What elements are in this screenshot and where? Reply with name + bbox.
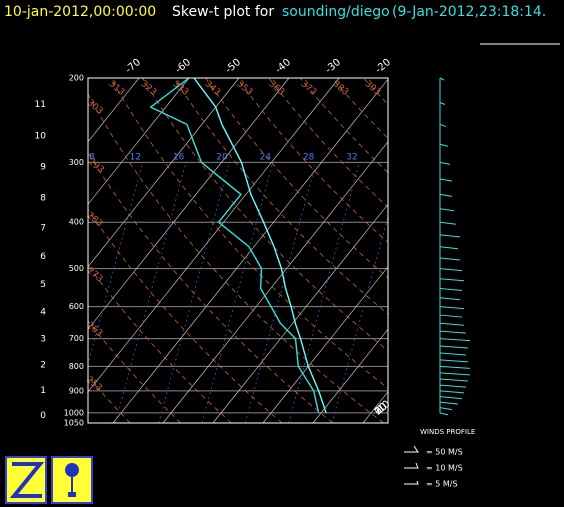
legend-entry: = 10 M/S (426, 464, 463, 473)
wind-barb (439, 390, 465, 394)
pressure-label: 700 (69, 334, 84, 343)
wind-barb (439, 102, 446, 105)
wind-barb (439, 143, 449, 147)
mixing-label: 20 (216, 153, 228, 163)
wind-barb (439, 257, 461, 261)
wind-barb (439, 178, 453, 182)
pressure-label: 400 (69, 218, 84, 227)
wind-barb (439, 161, 451, 165)
header-source: sounding/diego (282, 4, 390, 20)
wind-title: WINDS PROFILE (420, 428, 475, 436)
mixing-label: 16 (173, 153, 185, 163)
wind-barb (439, 322, 465, 326)
legend-entry: = 5 M/S (426, 480, 458, 489)
wind-barb (439, 378, 469, 382)
isotherm (88, 78, 340, 393)
wind-barb (439, 372, 471, 376)
wind-barb (439, 330, 467, 334)
isotherm (212, 203, 388, 423)
wind-barb (439, 314, 463, 318)
balloon-box[interactable] (68, 492, 76, 497)
isotherm (162, 141, 388, 423)
wind-barb (439, 221, 457, 225)
wind-barb (439, 268, 463, 272)
pressure-label: 500 (69, 264, 84, 273)
isotherm (88, 78, 240, 268)
legend-entry: = 50 M/S (426, 448, 463, 457)
pressure-label: 1050 (64, 419, 84, 428)
height-label: 4 (40, 308, 46, 318)
wind-barb (439, 287, 463, 291)
isotherm (88, 78, 290, 330)
height-label: 7 (40, 223, 46, 233)
height-label: 11 (35, 100, 46, 110)
isotherm (88, 78, 190, 205)
balloon-glyph[interactable] (65, 463, 79, 477)
legend-barb-icon (404, 462, 419, 469)
isotherm (262, 266, 388, 423)
pressure-label: 600 (69, 302, 84, 311)
height-label: 0 (40, 411, 46, 421)
pressure-label: 1000 (64, 408, 84, 417)
pressure-label: 200 (69, 74, 84, 83)
height-label: 3 (40, 334, 46, 344)
wind-barb (439, 338, 471, 342)
wind-barb (439, 246, 459, 250)
height-label: 5 (40, 280, 46, 290)
dry-adiabat (88, 93, 384, 423)
pressure-label: 300 (69, 158, 84, 167)
wind-barb (439, 365, 471, 369)
wind-barb (439, 297, 461, 301)
height-label: 1 (40, 386, 46, 396)
height-label: 2 (40, 361, 46, 371)
dry-adiabat (88, 208, 283, 423)
wind-barb (439, 359, 469, 363)
wind-barb (439, 278, 465, 282)
wind-barb (439, 193, 453, 197)
height-label: 8 (40, 193, 46, 203)
logo-z-glyph[interactable] (9, 462, 45, 498)
dry-adiabat (268, 78, 388, 208)
mixing-label: 24 (260, 153, 272, 163)
plot-frame (87, 77, 389, 424)
wind-barb (439, 234, 461, 238)
logo-balloon[interactable] (51, 456, 93, 504)
legend-flag-icon (404, 445, 419, 453)
wind-barb (439, 352, 467, 356)
dry-adiabat (142, 78, 388, 352)
mixing-label: 32 (346, 153, 357, 163)
profile-line (193, 77, 327, 414)
temp-label-right: 0 (373, 405, 385, 418)
dry-adiabat (110, 78, 388, 389)
pressure-label: 900 (69, 386, 84, 395)
wind-barb (439, 401, 459, 405)
dry-adiabat (173, 78, 388, 315)
wind-barb (439, 345, 469, 349)
wind-barb (439, 123, 447, 127)
mixing-label: 12 (130, 153, 141, 163)
isotherm (312, 328, 388, 423)
mixing-label: 8 (89, 153, 95, 163)
legend-halfbarb-icon (404, 480, 419, 485)
wind-barb (439, 384, 467, 388)
height-label: 9 (40, 163, 46, 173)
logo-z[interactable] (5, 456, 47, 504)
wind-barb (439, 306, 465, 310)
wind-barb (439, 396, 463, 400)
mixing-label: 28 (303, 153, 315, 163)
height-label: 10 (35, 131, 47, 141)
profile-line (149, 77, 320, 413)
header-label: Skew-t plot for (172, 4, 274, 20)
header-time: 10-jan-2012,00:00:00 (4, 4, 156, 20)
wind-barb (439, 208, 455, 212)
height-label: 6 (40, 252, 46, 262)
pressure-label: 800 (69, 362, 84, 371)
wind-barb (439, 77, 445, 81)
wind-barb (439, 412, 449, 416)
isotherm (88, 78, 140, 143)
wind-barb (439, 407, 453, 411)
header-issued: (9-Jan-2012,23:18:14. (392, 4, 546, 20)
